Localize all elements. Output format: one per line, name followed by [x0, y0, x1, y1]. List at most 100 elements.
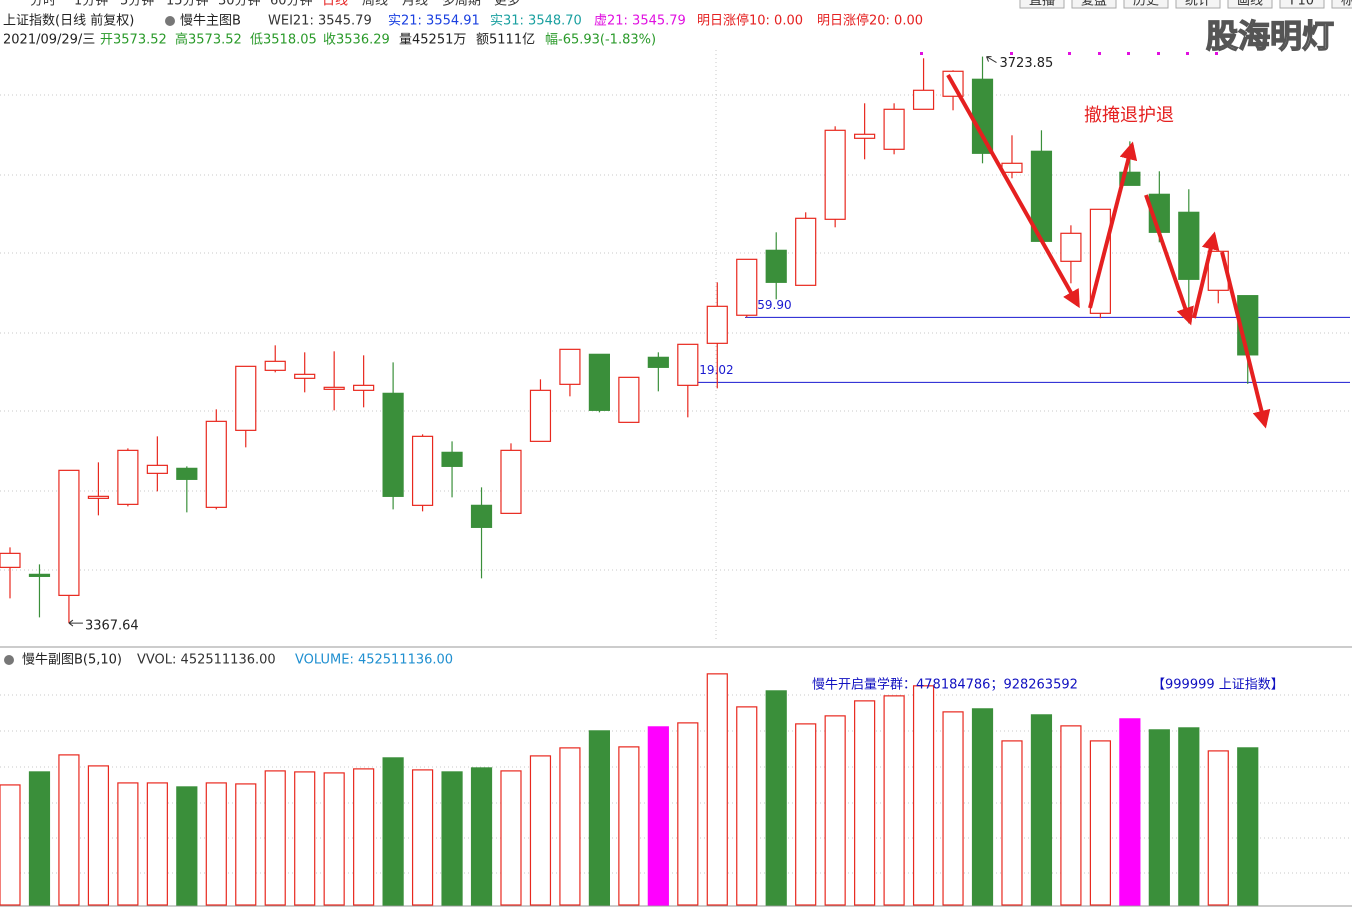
- candle-body: [382, 392, 404, 497]
- candle-body: [146, 464, 168, 474]
- toolbar-button[interactable]: [1331, 0, 1352, 9]
- volume-header: 慢牛副图B(5,10) VVOL: 452511136.00 VOLUME: 4…: [4, 652, 453, 668]
- decor-dots: [920, 52, 1218, 55]
- toolbar-tab[interactable]: 更多: [494, 0, 520, 9]
- low-label: 3367.64: [85, 619, 139, 634]
- volume-bar: [353, 768, 375, 906]
- volume-bar: [294, 771, 316, 906]
- candle-body: [411, 435, 434, 506]
- date: 2021/09/29/三: [3, 33, 95, 48]
- toolbar-tab[interactable]: 1分钟: [74, 0, 108, 9]
- volume-bar: [942, 711, 964, 906]
- indicator-value: 明日涨停20: 0.00: [817, 13, 923, 29]
- high-label: 3723.85: [1000, 56, 1054, 71]
- toolbar-tab[interactable]: 5分钟: [120, 0, 154, 9]
- toolbar-tab[interactable]: 日线: [322, 0, 348, 9]
- candle-body: [294, 373, 316, 379]
- volume-bar: [883, 695, 905, 906]
- candle-body: [1060, 232, 1082, 262]
- volume-bar: [1089, 740, 1111, 906]
- volume-bar: [677, 722, 699, 906]
- volume-bar: [411, 769, 434, 906]
- volume-bar: [264, 770, 286, 906]
- toolbar: 分时 1分钟 5分钟 15分钟 30分钟 60分钟 日线 周线 月线 多周期 更多 直播 复盘 历史 统计 画…: [30, 0, 1352, 9]
- candle-body: [323, 386, 345, 390]
- candle-body: [117, 449, 139, 505]
- watermark: 股海明灯: [1206, 17, 1334, 55]
- volume-bar: [559, 747, 581, 906]
- volume-bar: [205, 782, 227, 906]
- candle-body: [205, 420, 227, 508]
- indicator-value: WEI21: 3545.79: [268, 14, 372, 29]
- toolbar-tab[interactable]: 周线: [362, 0, 388, 9]
- toolbar-button-label[interactable]: 统计: [1185, 0, 1211, 9]
- volume-bar: [706, 673, 728, 906]
- volume-bar: [618, 746, 640, 906]
- toolbar-button-label[interactable]: 历史: [1133, 0, 1159, 9]
- candle-body: [883, 108, 905, 150]
- toolbar-button[interactable]: [1279, 0, 1325, 9]
- volume-bar: [854, 700, 876, 906]
- volume-bar: [500, 770, 522, 906]
- toolbar-button-label[interactable]: 画线: [1237, 0, 1263, 9]
- candle-body: [58, 469, 80, 596]
- volume-bar: [235, 783, 257, 906]
- toolbar-button[interactable]: [1019, 0, 1065, 9]
- volume-note: 慢牛开启量学群：478184786；928263592: [812, 677, 1078, 693]
- quote: 高3573.52: [175, 32, 242, 48]
- candle-body: [264, 360, 286, 371]
- candle-body: [618, 376, 640, 423]
- candle-body: [176, 467, 198, 480]
- candle-body: [736, 258, 758, 316]
- volume-bar: [529, 755, 552, 906]
- info-line-2: 2021/09/29/三 开3573.52 高3573.52 低3518.05 …: [3, 32, 656, 48]
- candle-body: [353, 384, 375, 391]
- annotation: 撤掩退护退: [1084, 105, 1174, 126]
- candle-body: [1178, 211, 1200, 280]
- volume-bar: [117, 782, 139, 906]
- candle-body: [28, 573, 51, 577]
- volume-bar: [1148, 729, 1170, 906]
- toolbar-button[interactable]: [1227, 0, 1273, 9]
- volume-bar: [1030, 714, 1053, 906]
- toolbar-tab[interactable]: 60分钟: [270, 0, 313, 9]
- quote: 开3573.52: [100, 33, 167, 48]
- toolbar-tab[interactable]: 多周期: [442, 0, 481, 9]
- candle-body: [647, 356, 669, 368]
- volume-bar: [824, 715, 846, 906]
- volume-bar: [441, 771, 463, 906]
- volume-bar: [912, 685, 935, 906]
- candle-body: [912, 89, 935, 110]
- toolbar-button-label[interactable]: 标记: [1341, 0, 1352, 9]
- toolbar-tab[interactable]: 分时: [30, 0, 56, 9]
- info-line-1: 上证指数(日线 前复权) 慢牛主图B WEI21: 3545.79 实21: 3…: [3, 13, 923, 29]
- quote: 收3536.29: [323, 33, 390, 48]
- candle-body: [854, 133, 876, 139]
- icon: [165, 16, 175, 26]
- volume-bar: [1207, 750, 1229, 906]
- low-pointer: [68, 619, 83, 627]
- indicator-value: 明日涨停10: 0.00: [697, 13, 803, 29]
- indicator: 慢牛副图B(5,10): [22, 652, 122, 668]
- volume-bar: [588, 730, 611, 906]
- volume-bar: [382, 757, 404, 906]
- toolbar-button-label[interactable]: F10: [1290, 0, 1314, 9]
- volume-note: 【999999 上证指数】: [1152, 678, 1284, 693]
- volume-bar: [176, 786, 198, 906]
- toolbar-tab[interactable]: 月线: [402, 0, 428, 9]
- toolbar-button-label[interactable]: 直播: [1029, 0, 1055, 9]
- toolbar-button[interactable]: [1175, 0, 1221, 9]
- toolbar-button-label[interactable]: 复盘: [1081, 0, 1107, 9]
- volume-bar: [1119, 718, 1141, 906]
- toolbar-tab[interactable]: 30分钟: [218, 0, 261, 9]
- candle-body: [795, 217, 817, 286]
- volume-bar: [1001, 740, 1023, 906]
- volume-bar: [971, 708, 994, 906]
- toolbar-button[interactable]: [1071, 0, 1117, 9]
- volume-bar: [1060, 725, 1082, 906]
- toolbar-button[interactable]: [1123, 0, 1169, 9]
- symbol: 上证指数(日线 前复权): [3, 13, 134, 29]
- toolbar-tab[interactable]: 15分钟: [166, 0, 209, 9]
